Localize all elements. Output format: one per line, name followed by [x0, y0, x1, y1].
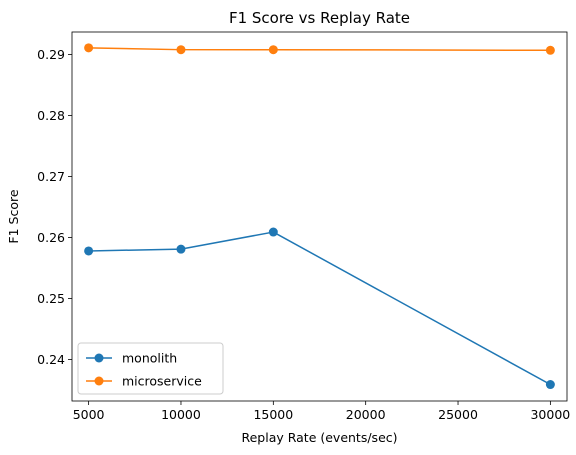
- data-point-monolith: [84, 246, 94, 256]
- chart-title: F1 Score vs Replay Rate: [229, 9, 410, 27]
- y-axis: 0.24 0.25 0.26 0.27 0.28 0.29: [37, 47, 72, 367]
- x-axis-label: Replay Rate (events/sec): [241, 430, 397, 445]
- legend-marker-microservice: [94, 376, 104, 386]
- plot-area: [71, 31, 568, 402]
- data-point-monolith: [545, 380, 555, 390]
- series-layer: [84, 43, 555, 390]
- y-tick-label: 0.29: [37, 47, 65, 62]
- data-point-microservice: [545, 45, 555, 55]
- legend-entry-monolith: monolith: [86, 351, 177, 366]
- y-tick-label: 0.25: [37, 291, 65, 306]
- x-tick-label: 15000: [253, 407, 293, 422]
- x-tick-label: 30000: [530, 407, 570, 422]
- y-axis-label: F1 Score: [6, 189, 21, 243]
- data-point-microservice: [176, 45, 186, 55]
- x-tick-label: 5000: [73, 407, 105, 422]
- y-tick-label: 0.28: [37, 108, 65, 123]
- series-line-monolith: [87, 231, 552, 386]
- legend-label-microservice: microservice: [122, 374, 202, 389]
- data-point-microservice: [268, 45, 278, 55]
- legend-entry-microservice: microservice: [86, 374, 202, 389]
- series-line-microservice: [87, 47, 552, 52]
- legend: monolith microservice: [77, 342, 224, 395]
- x-tick-label: 10000: [161, 407, 201, 422]
- data-point-monolith: [176, 244, 186, 254]
- legend-label-monolith: monolith: [122, 351, 177, 366]
- x-tick-label: 20000: [346, 407, 386, 422]
- legend-box: [77, 342, 224, 395]
- y-tick-label: 0.26: [37, 230, 65, 245]
- y-tick-label: 0.24: [37, 352, 65, 367]
- legend-marker-monolith: [94, 353, 104, 363]
- x-axis: 5000 10000 15000 20000 25000 30000: [73, 401, 570, 422]
- data-point-microservice: [84, 43, 94, 53]
- axes-frame: [71, 31, 568, 402]
- y-tick-label: 0.27: [37, 169, 65, 184]
- x-tick-label: 25000: [438, 407, 478, 422]
- data-point-monolith: [268, 227, 278, 237]
